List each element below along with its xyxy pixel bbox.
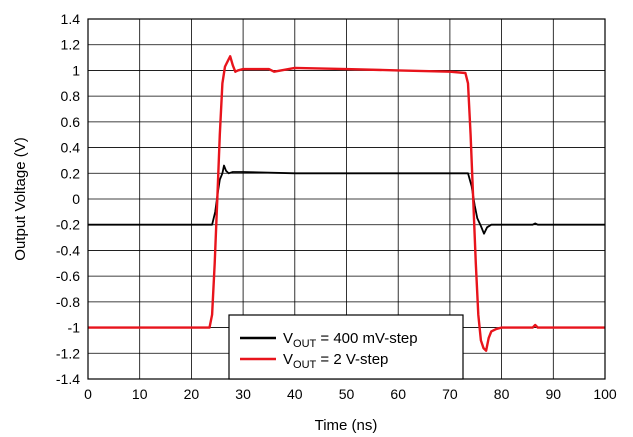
x-tick-label: 90 bbox=[546, 386, 562, 402]
series-line-1 bbox=[88, 164, 605, 235]
y-axis-label: Output Voltage (V) bbox=[12, 137, 29, 260]
x-axis-label: Time (ns) bbox=[315, 417, 378, 434]
y-axis-ticks: 1.4 1.2 1 0.8 0.6 0.4 0.2 0 -0.2 -0.4 -0.6 -0.8 -1 -1… bbox=[56, 11, 80, 387]
y-tick-label: -0.4 bbox=[56, 242, 80, 258]
y-tick-label: 0.4 bbox=[61, 140, 81, 156]
x-tick-label: 30 bbox=[235, 386, 251, 402]
legend-entry-2-sub: OUT bbox=[293, 359, 317, 371]
x-tick-label: 20 bbox=[184, 386, 200, 402]
y-tick-label: 0.8 bbox=[61, 88, 81, 104]
y-tick-label: -1 bbox=[68, 320, 81, 336]
y-tick-label: -1.2 bbox=[56, 345, 80, 361]
legend-entry-series-2: VOUT = 2 V-step bbox=[283, 351, 388, 371]
y-tick-label: 0 bbox=[72, 191, 80, 207]
x-tick-label: 10 bbox=[132, 386, 148, 402]
x-tick-label: 50 bbox=[339, 386, 355, 402]
y-tick-label: -1.4 bbox=[56, 371, 80, 387]
x-tick-label: 100 bbox=[593, 386, 617, 402]
y-tick-label: 1.4 bbox=[61, 11, 81, 27]
x-tick-label: 80 bbox=[494, 386, 510, 402]
y-tick-label: 1 bbox=[72, 62, 80, 78]
x-tick-label: 0 bbox=[84, 386, 92, 402]
legend-entry-1-main: V bbox=[283, 330, 293, 347]
legend-entry-2-main: V bbox=[283, 351, 293, 368]
legend-entry-1-rest: = 400 mV-step bbox=[316, 330, 417, 347]
y-tick-label: -0.8 bbox=[56, 294, 80, 310]
series-line-2 bbox=[88, 55, 605, 352]
x-tick-label: 60 bbox=[390, 386, 406, 402]
series-layer bbox=[88, 55, 605, 352]
y-tick-label: 0.6 bbox=[61, 114, 81, 130]
x-axis-ticks: 0 10 20 30 40 50 60 70 80 90 100 bbox=[84, 386, 617, 402]
y-tick-label: -0.2 bbox=[56, 217, 80, 233]
y-tick-label: 1.2 bbox=[61, 37, 81, 53]
legend-entry-series-1: VOUT = 400 mV-step bbox=[283, 330, 418, 350]
x-tick-label: 70 bbox=[442, 386, 458, 402]
legend-entry-2-rest: = 2 V-step bbox=[316, 351, 388, 368]
y-tick-label: -0.6 bbox=[56, 268, 80, 284]
x-tick-label: 40 bbox=[287, 386, 303, 402]
legend: VOUT = 400 mV-step VOUT = 2 V-step bbox=[228, 314, 464, 380]
legend-box bbox=[228, 314, 464, 380]
legend-entry-1-sub: OUT bbox=[293, 338, 317, 350]
y-tick-label: 0.2 bbox=[61, 165, 81, 181]
